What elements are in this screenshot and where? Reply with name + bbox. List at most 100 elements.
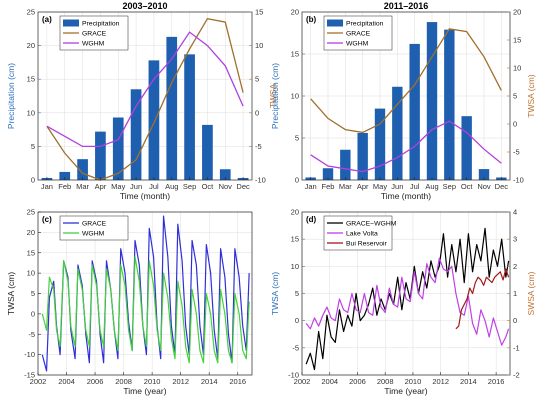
y-tick-label: 15	[27, 248, 35, 257]
y2-axis-label: TWSA (cm)	[526, 74, 536, 118]
panel-label: (b)	[306, 15, 317, 24]
plot-border	[37, 11, 253, 181]
y-tick-label: 0	[31, 309, 35, 318]
x-tick-label: Dec	[495, 182, 509, 191]
chart-panel-b: Jan Feb Mar Apr May Jun Jul Aug Sep Oct Nov Dec Time…	[270, 1, 536, 201]
y2-tick-label: 0	[513, 120, 517, 129]
y2-tick-label: -5	[255, 142, 262, 151]
y-axis-label: TWSA (cm)	[270, 272, 280, 316]
y-tick-label: 15	[291, 50, 299, 59]
bar-nov	[219, 169, 231, 180]
panel-label: (a)	[42, 15, 52, 24]
y2-tick-label: 15	[513, 36, 521, 45]
y2-tick-label: -10	[255, 176, 266, 185]
x-tick-label: Aug	[165, 182, 178, 191]
bar-sep	[184, 54, 195, 180]
y-tick-label: 10	[291, 262, 299, 271]
bar-mar	[77, 159, 88, 180]
y-tick-label: 0	[295, 176, 299, 185]
legend-swatch	[63, 19, 79, 27]
legend-label: Precipitation	[346, 20, 384, 27]
x-tick-label: 2002	[30, 377, 47, 386]
y-tick-label: 20	[291, 8, 299, 17]
y2-tick-label: 10	[513, 64, 521, 73]
y-tick-label: 0	[295, 316, 299, 325]
x-tick-label: Apr	[95, 182, 107, 191]
panel-label: (d)	[306, 215, 317, 224]
y-tick-label: 5	[31, 142, 35, 151]
y2-tick-label: 0	[513, 316, 517, 325]
bar-jun	[392, 86, 403, 180]
series-line-grace-wghm	[305, 227, 510, 371]
y2-tick-label: 0	[255, 108, 259, 117]
x-tick-label: Oct	[202, 182, 215, 191]
y-axis-label: Precipitation (cm)	[270, 63, 280, 129]
y2-tick-label: 20	[513, 8, 521, 17]
bar-jul	[148, 60, 160, 180]
y-tick-label: 20	[27, 228, 35, 237]
x-axis-label: Time (month)	[381, 191, 431, 201]
x-tick-label: 2002	[294, 377, 311, 386]
x-tick-label: 2010	[144, 377, 161, 386]
panel-title: 2011–2016	[384, 1, 429, 11]
series-line-wghm	[310, 120, 502, 173]
bar-aug	[426, 22, 438, 180]
x-tick-label: Oct	[461, 182, 474, 191]
series-line-wghm	[46, 31, 244, 148]
legend-label: WGHM	[82, 230, 105, 237]
y2-tick-label: -2	[513, 371, 520, 380]
legend-label: WGHM	[82, 40, 105, 47]
x-tick-label: Apr	[357, 182, 369, 191]
y2-tick-label: -10	[513, 176, 524, 185]
legend-label: Lake Volta	[346, 230, 378, 237]
panel-title: 2003–2010	[122, 1, 167, 11]
x-tick-label: 2004	[321, 377, 338, 386]
x-tick-label: Jun	[130, 182, 142, 191]
y2-axis-label: TWSA	[268, 83, 278, 108]
x-tick-label: Jan	[41, 182, 53, 191]
y-tick-label: 10	[27, 108, 35, 117]
series-line-bui-reservoir	[455, 268, 510, 330]
x-tick-label: Jul	[149, 182, 159, 191]
y-tick-label: 5	[31, 289, 35, 298]
bar-apr	[357, 132, 368, 180]
legend-box	[59, 215, 129, 241]
series-line-lake-volta	[305, 257, 510, 346]
x-tick-label: 2012	[432, 377, 449, 386]
x-axis-label: Time (month)	[120, 191, 170, 201]
bar-apr	[95, 131, 106, 180]
x-tick-label: Aug	[425, 182, 438, 191]
x-tick-label: 2016	[229, 377, 246, 386]
bar-jul	[409, 43, 420, 180]
y-tick-label: -5	[292, 343, 299, 352]
y-tick-label: -10	[24, 350, 35, 359]
bar-feb	[59, 171, 71, 180]
x-tick-label: 2004	[58, 377, 75, 386]
legend-label: Bui Reservoir	[346, 240, 388, 247]
x-tick-label: Jun	[391, 182, 403, 191]
x-tick-label: Sep	[443, 182, 456, 191]
y-tick-label: 10	[291, 92, 299, 101]
bar-sep	[444, 29, 455, 180]
x-tick-label: 2008	[377, 377, 394, 386]
chart-panel-a: Jan Feb Mar Apr May Jun Jul Aug Sep Oct Nov Dec Time…	[6, 1, 278, 201]
x-axis-label: Time (year)	[384, 386, 427, 396]
x-axis-label: Time (year)	[123, 386, 166, 396]
y-tick-label: 10	[27, 269, 35, 278]
bar-oct	[202, 124, 213, 180]
bar-nov	[478, 169, 490, 180]
y-tick-label: -10	[288, 371, 299, 380]
y2-tick-label: 5	[513, 92, 517, 101]
y-tick-label: 0	[31, 176, 35, 185]
y2-tick-label: 15	[255, 8, 263, 17]
series-line-wghm	[41, 256, 250, 364]
y-tick-label: 5	[295, 289, 299, 298]
y-tick-label: 15	[27, 75, 35, 84]
y2-tick-label: 1	[513, 289, 517, 298]
y-tick-label: 25	[27, 208, 35, 217]
x-tick-label: Nov	[219, 182, 233, 191]
x-tick-label: 2008	[115, 377, 132, 386]
y-tick-label: 25	[27, 8, 35, 17]
bar-oct	[461, 116, 472, 180]
